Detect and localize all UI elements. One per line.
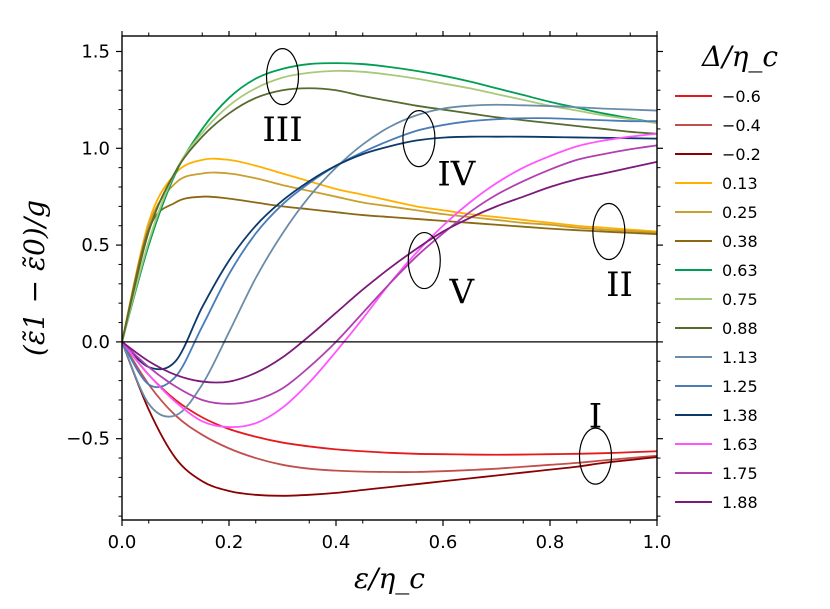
- annotation-label: V: [448, 273, 475, 313]
- series-line: [121, 195, 658, 343]
- series-line: [121, 69, 658, 343]
- x-tick-label: 0.4: [322, 532, 351, 553]
- legend-label: 0.25: [722, 203, 758, 222]
- legend-label: 1.63: [722, 435, 758, 454]
- annotation-ellipse: [265, 48, 300, 106]
- series-line: [121, 144, 658, 405]
- y-tick-label: 0.0: [81, 332, 110, 353]
- series-line: [121, 171, 658, 343]
- legend-label: 0.38: [722, 232, 758, 251]
- series-line: [121, 62, 658, 343]
- legend-label: 0.63: [722, 261, 758, 280]
- series-line: [121, 87, 658, 343]
- x-tick-label: 1.0: [643, 532, 672, 553]
- legend-label: −0.4: [722, 116, 761, 135]
- series-line: [121, 157, 658, 343]
- legend-label: 1.38: [722, 406, 758, 425]
- series-line: [121, 160, 658, 384]
- y-tick-label: 0.5: [81, 235, 110, 256]
- legend-label: −0.2: [722, 145, 761, 164]
- series-line: [121, 341, 658, 473]
- y-tick-labels: −0.5 0.0 0.5 1.0 1.5: [66, 41, 110, 449]
- annotation-ellipse: [402, 110, 436, 168]
- annotation-label: II: [606, 265, 633, 305]
- legend-label: 0.75: [722, 290, 758, 309]
- legend-label: 1.75: [722, 464, 758, 483]
- y-tick-label: 1.0: [81, 138, 110, 159]
- x-tick-label: 0.2: [215, 532, 244, 553]
- y-axis-label: (ε̃1 − ε̃0)/g: [18, 200, 51, 356]
- legend-title: Δ/η_c: [701, 40, 778, 73]
- legend-label: 1.25: [722, 377, 758, 396]
- annotation-label: III: [262, 110, 302, 150]
- x-tick-label: 0.8: [536, 532, 565, 553]
- legend: −0.6 −0.4 −0.2 0.13 0.25 0.38 0.63 0.75 0.88 1.13…: [675, 87, 761, 512]
- annotation-ellipse: [578, 427, 613, 485]
- series-line: [121, 135, 658, 371]
- legend-label: 1.13: [722, 348, 758, 367]
- x-tick-label: 0.6: [429, 532, 458, 553]
- series-line: [121, 103, 658, 418]
- annotation-ellipse: [592, 202, 626, 261]
- annotation-label: IV: [437, 154, 476, 194]
- y-tick-label: −0.5: [66, 429, 110, 450]
- series-line: [121, 341, 658, 456]
- series-line: [121, 341, 658, 497]
- x-tick-labels: 0.0 0.2 0.4 0.6 0.8 1.0: [108, 532, 672, 553]
- legend-label: 0.88: [722, 319, 758, 338]
- x-axis-label: ε/η_c: [354, 562, 425, 595]
- series-lines: [121, 62, 658, 497]
- legend-label: 1.88: [722, 493, 758, 512]
- legend-label: 0.13: [722, 174, 758, 193]
- annotation-label: I: [589, 396, 602, 436]
- annotation-ellipse: [407, 231, 441, 290]
- y-tick-label: 1.5: [81, 41, 110, 62]
- plot-frame: [121, 35, 658, 521]
- series-line: [121, 117, 658, 389]
- axis-ticks: [116, 31, 663, 526]
- legend-label: −0.6: [722, 87, 761, 106]
- x-tick-label: 0.0: [108, 532, 137, 553]
